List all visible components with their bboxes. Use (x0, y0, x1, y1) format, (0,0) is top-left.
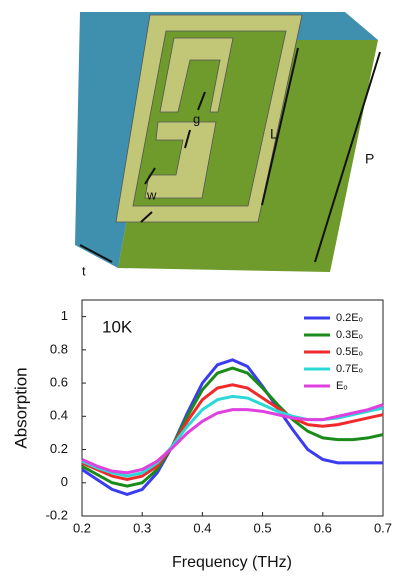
y-axis-label: Absorption (11, 367, 30, 448)
y-tick-label: 0.8 (50, 341, 68, 356)
y-tick-label: 1 (61, 308, 68, 323)
label-w: w (146, 187, 157, 202)
annotation: 10K (102, 317, 133, 336)
legend-label: 0.5Eₒ (336, 346, 363, 358)
structure-diagram: g L w P t (75, 12, 380, 278)
x-tick-label: 0.3 (133, 520, 151, 535)
x-tick-label: 0.7 (374, 520, 392, 535)
x-tick-label: 0.4 (193, 520, 211, 535)
y-tick-label: -0.2 (46, 507, 68, 522)
figure: g L w P t 10K Frequency (THz) Absorption… (0, 0, 393, 576)
label-g: g (193, 111, 200, 126)
y-tick-label: 0.6 (50, 375, 68, 390)
x-tick-label: 0.2 (73, 520, 91, 535)
y-tick-label: 0.2 (50, 441, 68, 456)
y-tick-label: 0.4 (50, 408, 68, 423)
legend-label: 0.3Eₒ (336, 329, 363, 341)
x-tick-label: 0.6 (314, 520, 332, 535)
series-line (82, 385, 383, 480)
y-tick-label: 0 (61, 474, 68, 489)
label-P: P (365, 151, 374, 167)
x-tick-label: 0.5 (254, 520, 272, 535)
label-t: t (82, 263, 86, 278)
label-L: L (270, 126, 278, 142)
legend-label: 0.7Eₒ (336, 363, 363, 375)
legend-label: 0.2Eₒ (336, 312, 363, 324)
x-axis-label: Frequency (THz) (172, 554, 292, 571)
legend-label: Eₒ (336, 380, 348, 392)
